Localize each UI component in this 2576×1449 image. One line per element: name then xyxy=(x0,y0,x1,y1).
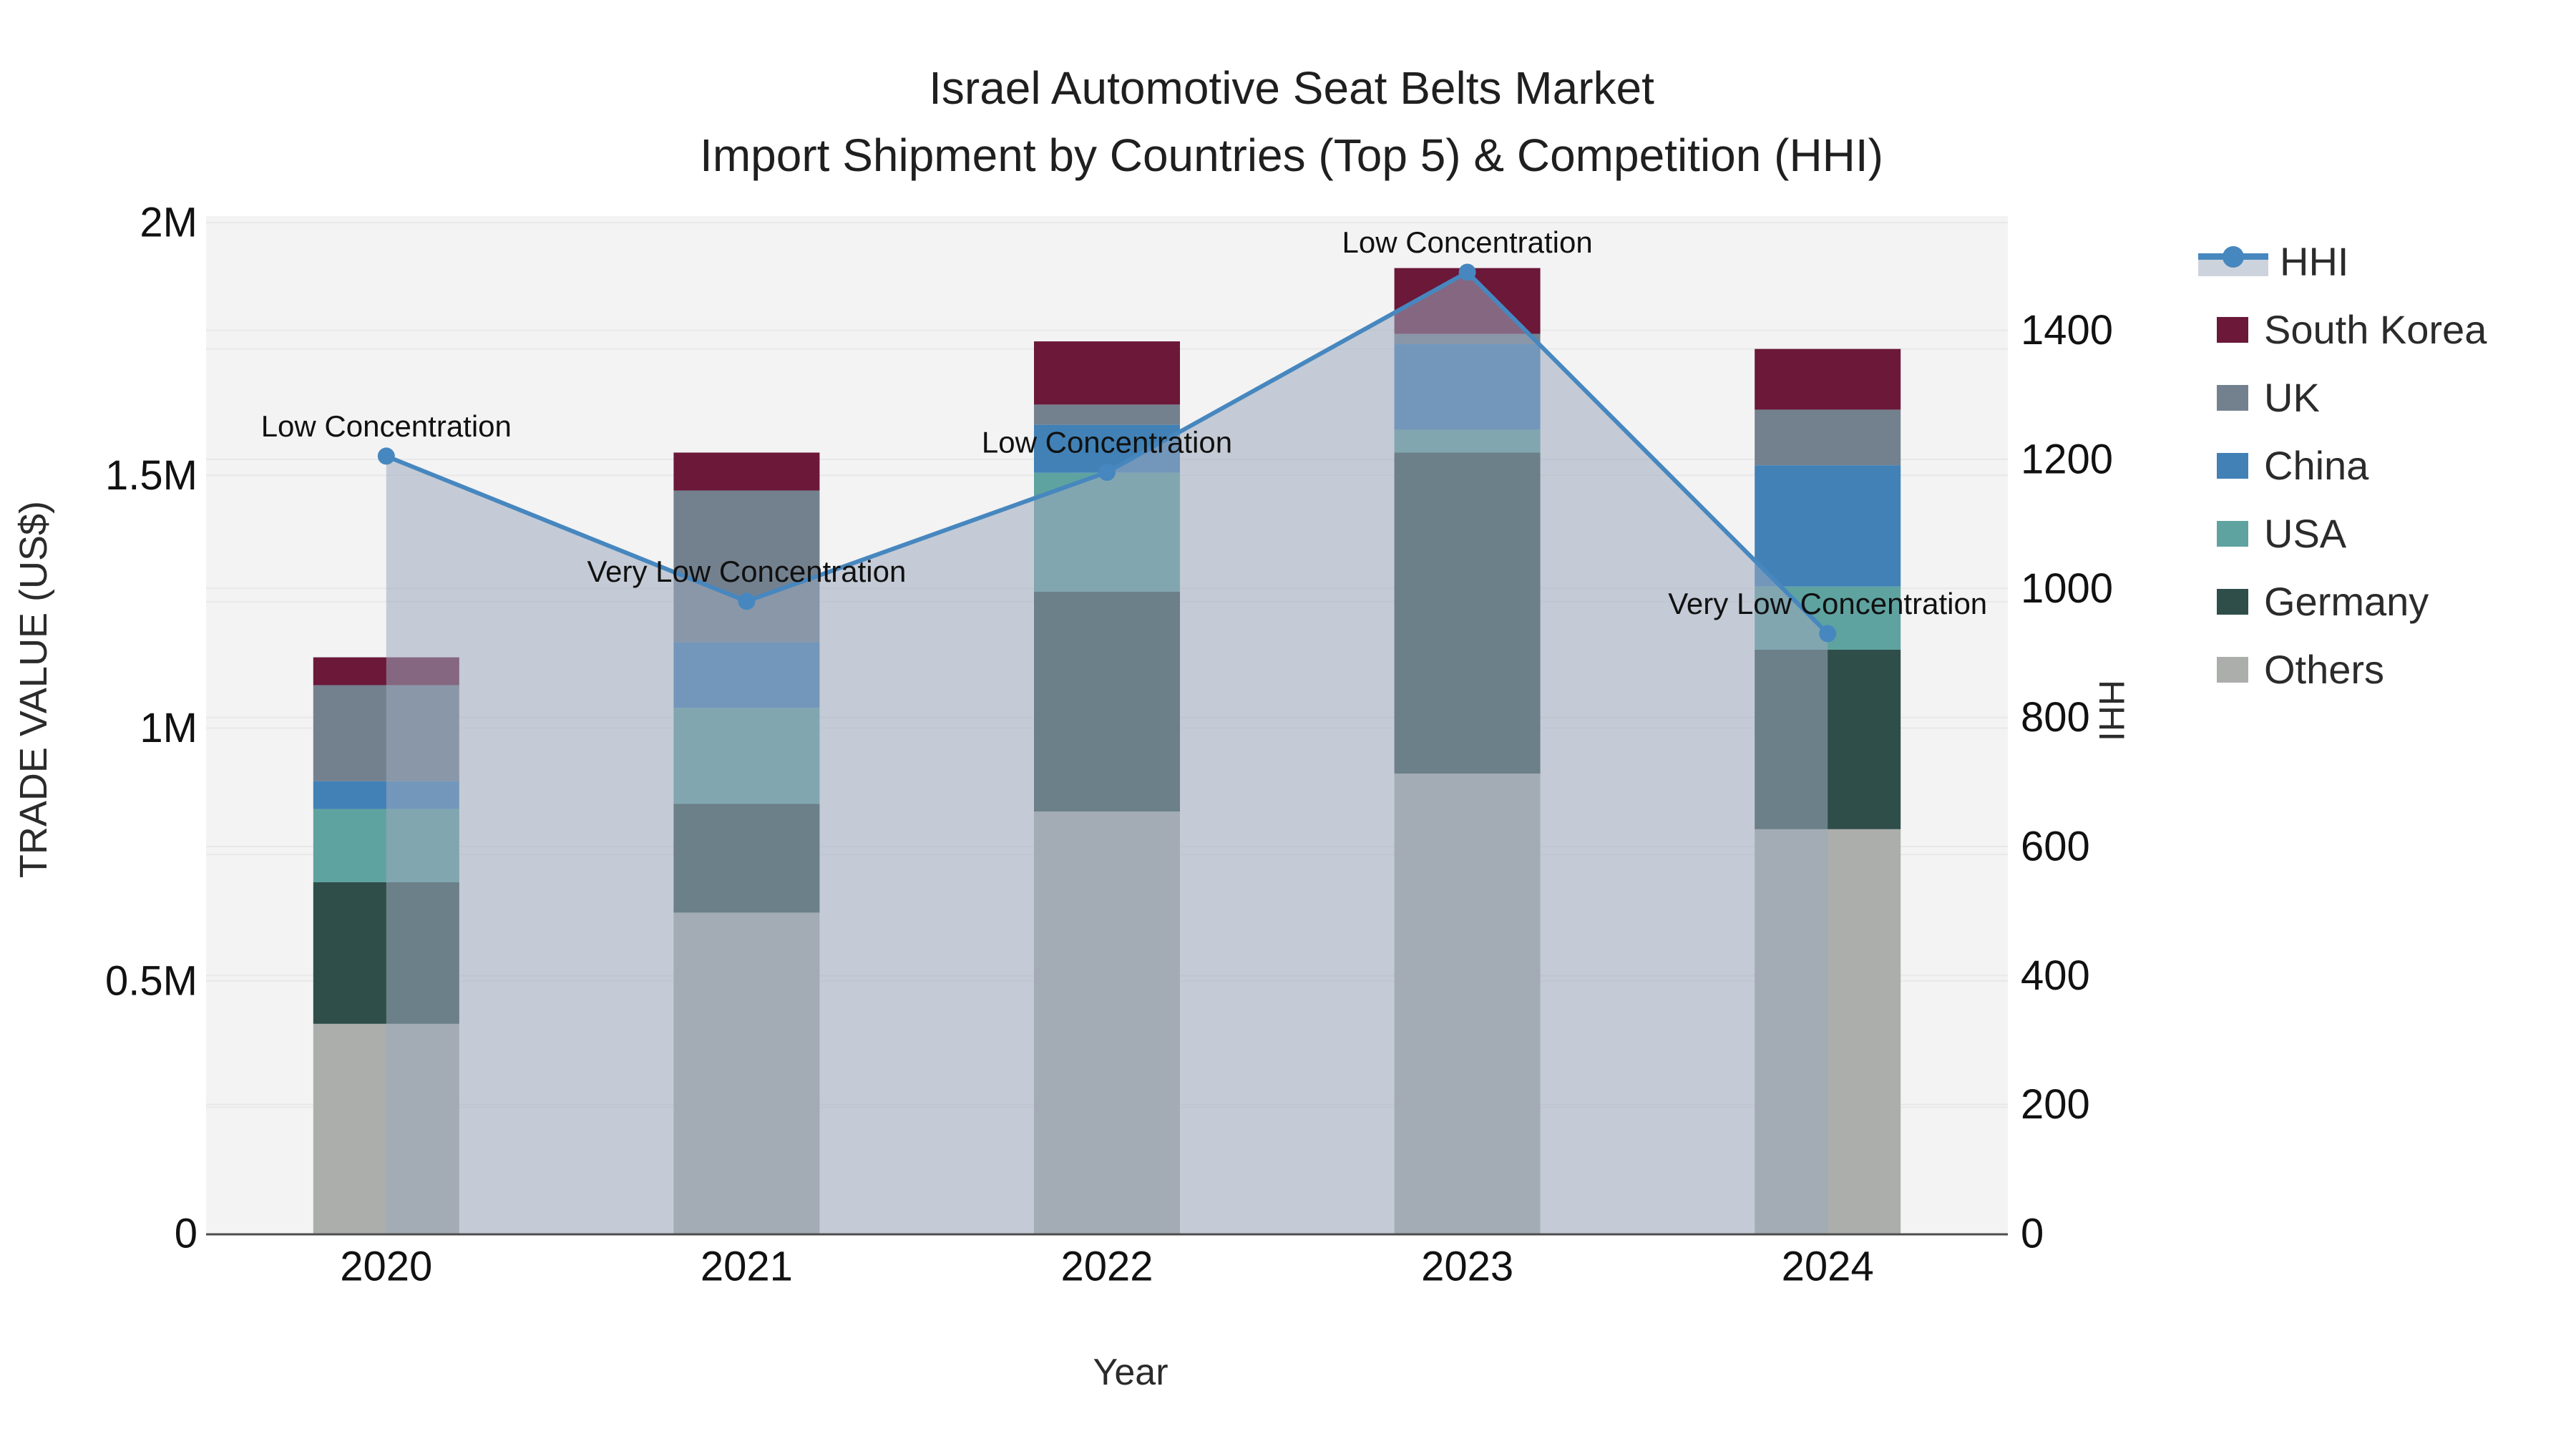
legend: HHI South Korea UK China USA Germany Others xyxy=(2198,228,2487,703)
hhi-area-fill xyxy=(386,272,1828,1234)
legend-item-south-korea[interactable]: South Korea xyxy=(2198,296,2487,364)
y-right-tick-200: 200 xyxy=(2021,1081,2090,1128)
legend-item-hhi[interactable]: HHI xyxy=(2198,228,2487,296)
y-left-tick-1.5M: 1.5M xyxy=(105,452,197,499)
x-axis-title: Year xyxy=(1093,1352,1169,1393)
y-right-tick-0: 0 xyxy=(2021,1211,2044,1257)
legend-label-usa: USA xyxy=(2264,511,2347,556)
hhi-point-2021 xyxy=(738,592,756,610)
hhi-line-icon xyxy=(2198,245,2268,278)
y-right-tick-1400: 1400 xyxy=(2021,307,2113,353)
legend-swatch-china xyxy=(2217,452,2248,479)
legend-label-china: China xyxy=(2264,443,2369,488)
hhi-point-2024 xyxy=(1819,625,1837,643)
bar-segment-2021-south-korea xyxy=(673,452,820,491)
hhi-point-2023 xyxy=(1458,263,1476,281)
hhi-annotation-2023: Low Concentration xyxy=(1342,225,1592,259)
x-tick-2024: 2024 xyxy=(1782,1244,1874,1290)
x-tick-2021: 2021 xyxy=(701,1244,793,1290)
legend-swatch-others xyxy=(2217,656,2248,683)
y-right-tick-800: 800 xyxy=(2021,694,2090,741)
legend-label-uk: UK xyxy=(2264,375,2320,420)
legend-swatch-south-korea xyxy=(2217,316,2248,343)
legend-swatch-uk xyxy=(2217,384,2248,411)
chart-title-line2: Import Shipment by Countries (Top 5) & C… xyxy=(700,130,1883,181)
hhi-marker-dot-icon xyxy=(2223,245,2244,268)
y-right-tick-600: 600 xyxy=(2021,823,2090,869)
x-tick-2023: 2023 xyxy=(1421,1244,1513,1290)
hhi-annotation-2024: Very Low Concentration xyxy=(1668,587,1987,620)
hhi-annotation-2020: Low Concentration xyxy=(261,409,512,443)
legend-label-others: Others xyxy=(2264,647,2385,692)
y-axis-title-left: TRADE VALUE (US$) xyxy=(12,501,55,879)
bar-segment-2024-south-korea xyxy=(1755,348,1901,410)
y-left-tick-0.5M: 0.5M xyxy=(105,957,197,1004)
bar-segment-2022-south-korea xyxy=(1034,341,1180,405)
y-right-tick-1000: 1000 xyxy=(2021,565,2113,612)
y-left-tick-2M: 2M xyxy=(140,200,197,246)
x-tick-2022: 2022 xyxy=(1060,1244,1153,1290)
legend-swatch-usa xyxy=(2217,520,2248,547)
hhi-point-2022 xyxy=(1098,463,1116,481)
legend-item-uk[interactable]: UK xyxy=(2198,364,2487,431)
hhi-annotation-2022: Low Concentration xyxy=(982,425,1232,459)
y-right-tick-1200: 1200 xyxy=(2021,436,2113,482)
legend-label-south-korea: South Korea xyxy=(2264,307,2487,352)
bar-segment-2024-uk xyxy=(1755,409,1901,466)
legend-swatch-germany xyxy=(2217,588,2248,615)
hhi-annotation-2021: Very Low Concentration xyxy=(587,555,906,588)
x-tick-2020: 2020 xyxy=(340,1244,432,1290)
legend-item-germany[interactable]: Germany xyxy=(2198,567,2487,635)
chart-title: Israel Automotive Seat Belts Market Impo… xyxy=(4,54,2576,189)
bar-segment-2024-china xyxy=(1755,465,1901,587)
y-axis-title-right: HHI xyxy=(2092,680,2132,742)
bar-segment-2022-uk xyxy=(1034,404,1180,425)
legend-label-germany: Germany xyxy=(2264,579,2429,624)
legend-item-china[interactable]: China xyxy=(2198,431,2487,499)
y-left-tick-1M: 1M xyxy=(140,705,197,751)
hhi-point-2020 xyxy=(377,447,395,465)
legend-item-usa[interactable]: USA xyxy=(2198,499,2487,567)
legend-item-others[interactable]: Others xyxy=(2198,635,2487,703)
legend-label-hhi: HHI xyxy=(2280,239,2349,284)
chart-title-line1: Israel Automotive Seat Belts Market xyxy=(929,62,1654,114)
y-right-tick-400: 400 xyxy=(2021,952,2090,999)
y-left-tick-0: 0 xyxy=(175,1211,197,1257)
